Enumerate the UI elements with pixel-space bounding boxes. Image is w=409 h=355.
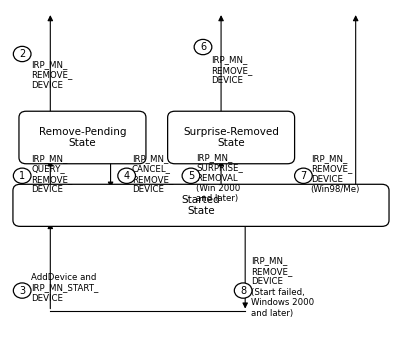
- Text: AddDevice and
IRP_MN_START_
DEVICE: AddDevice and IRP_MN_START_ DEVICE: [31, 273, 99, 303]
- Text: IRP_MN_
QUERY_
REMOVE_
DEVICE: IRP_MN_ QUERY_ REMOVE_ DEVICE: [31, 154, 73, 194]
- FancyBboxPatch shape: [19, 111, 146, 164]
- Circle shape: [294, 168, 312, 184]
- Text: 3: 3: [19, 285, 25, 296]
- Text: 7: 7: [299, 171, 306, 181]
- Text: IRP_MN_
CANCEL_
REMOVE_
DEVICE: IRP_MN_ CANCEL_ REMOVE_ DEVICE: [132, 154, 173, 194]
- FancyBboxPatch shape: [13, 184, 388, 226]
- Text: 4: 4: [123, 171, 129, 181]
- Text: Remove-Pending
State: Remove-Pending State: [38, 127, 126, 148]
- Text: 8: 8: [240, 285, 246, 296]
- Text: 2: 2: [19, 49, 25, 59]
- Text: 1: 1: [19, 171, 25, 181]
- Text: 6: 6: [200, 42, 206, 52]
- Text: IRP_MN_
SURPRISE_
REMOVAL
(Win 2000
and later): IRP_MN_ SURPRISE_ REMOVAL (Win 2000 and …: [196, 153, 243, 203]
- Circle shape: [182, 168, 199, 184]
- FancyBboxPatch shape: [167, 111, 294, 164]
- Circle shape: [194, 39, 211, 55]
- Text: IRP_MN_
REMOVE_
DEVICE: IRP_MN_ REMOVE_ DEVICE: [211, 55, 252, 85]
- Text: Started
State: Started State: [181, 195, 220, 216]
- Circle shape: [13, 283, 31, 298]
- Circle shape: [234, 283, 252, 298]
- Text: 5: 5: [187, 171, 193, 181]
- Text: IRP_MN_
REMOVE_
DEVICE
(Start failed,
Windows 2000
and later): IRP_MN_ REMOVE_ DEVICE (Start failed, Wi…: [251, 257, 314, 318]
- Circle shape: [117, 168, 135, 184]
- Circle shape: [13, 47, 31, 62]
- Circle shape: [13, 168, 31, 184]
- Text: IRP_MN_
REMOVE_
DEVICE
(Win98/Me): IRP_MN_ REMOVE_ DEVICE (Win98/Me): [310, 154, 359, 194]
- Text: IRP_MN_
REMOVE_
DEVICE: IRP_MN_ REMOVE_ DEVICE: [31, 60, 73, 90]
- Text: Surprise-Removed
State: Surprise-Removed State: [183, 127, 279, 148]
